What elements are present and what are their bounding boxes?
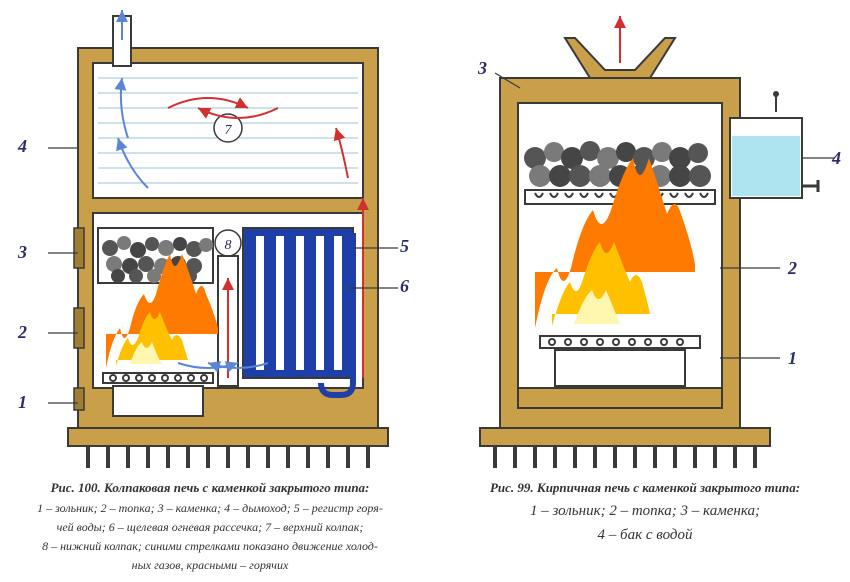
- fig99-svg: [440, 8, 840, 468]
- fig100-label-5: 5: [400, 236, 409, 257]
- svg-text:8: 8: [225, 238, 232, 253]
- fig99-label-4: 4: [832, 148, 841, 169]
- fig100-label-1: 1: [18, 392, 27, 413]
- fig100-svg: 7 8: [18, 8, 408, 468]
- fig100-caption-body: 1 – зольник; 2 – топка; 3 – каменка; 4 –…: [10, 499, 410, 576]
- fig99-label-1: 1: [788, 348, 797, 369]
- fig99-diagram: [440, 8, 840, 468]
- fig99-caption-title: Рис. 99. Кирпичная печь с каменкой закры…: [455, 478, 835, 499]
- fig100-label-6: 6: [400, 276, 409, 297]
- fig100-caption-title: Рис. 100. Колпаковая печь с каменкой зак…: [10, 478, 410, 499]
- svg-text:7: 7: [225, 123, 233, 138]
- fig100-label-2: 2: [18, 322, 27, 343]
- fig100-caption: Рис. 100. Колпаковая печь с каменкой зак…: [10, 478, 410, 576]
- fig99-caption-body: 1 – зольник; 2 – топка; 3 – каменка; 4 –…: [455, 499, 835, 547]
- fig100-label-3: 3: [18, 242, 27, 263]
- fig99-caption: Рис. 99. Кирпичная печь с каменкой закры…: [455, 478, 835, 547]
- fig100-label-4: 4: [18, 136, 27, 157]
- fig99-label-2: 2: [788, 258, 797, 279]
- fig99-label-3: 3: [478, 58, 487, 79]
- fig100-diagram: 7 8: [18, 8, 408, 468]
